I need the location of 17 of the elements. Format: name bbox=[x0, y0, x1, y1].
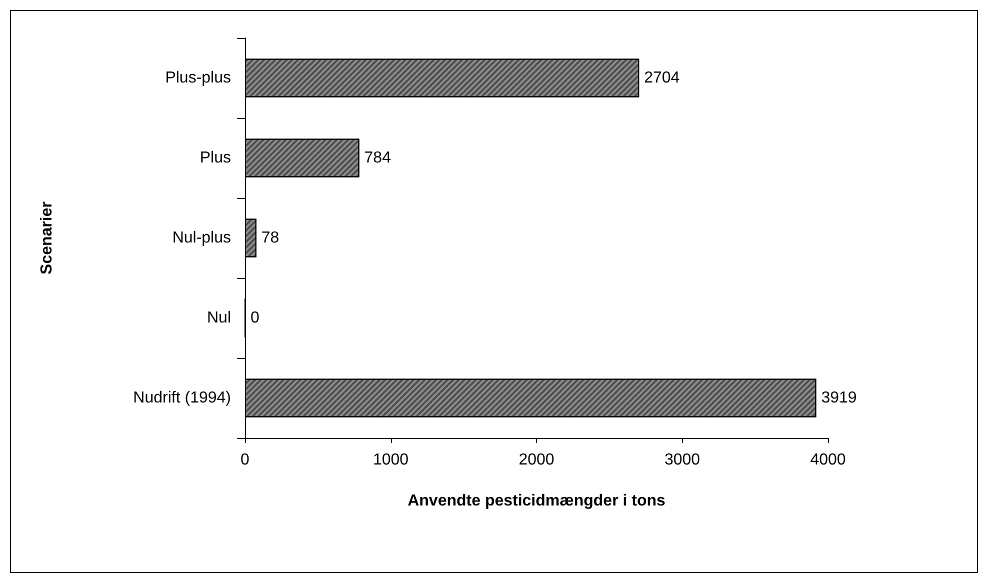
data-label: 2704 bbox=[644, 70, 680, 86]
y-tick-label: Plus bbox=[200, 150, 231, 166]
y-axis-title: Scenarier bbox=[38, 202, 56, 274]
y-tick-label: Nudrift (1994) bbox=[133, 390, 231, 406]
x-axis-title: Anvendte pesticidmængder i tons bbox=[408, 492, 666, 510]
y-tick-label: Nul bbox=[206, 310, 231, 326]
data-label: 3919 bbox=[821, 390, 857, 406]
x-tick-label: 2000 bbox=[518, 452, 554, 468]
data-label: 784 bbox=[364, 150, 392, 166]
y-tick-label: Plus-plus bbox=[165, 70, 231, 86]
data-label: 0 bbox=[250, 310, 260, 326]
data-label: 78 bbox=[261, 230, 280, 246]
x-tick-label: 0 bbox=[240, 452, 250, 468]
x-tick-label: 4000 bbox=[810, 452, 846, 468]
x-tick-label: 3000 bbox=[664, 452, 700, 468]
x-tick-label: 1000 bbox=[372, 452, 409, 468]
y-tick-label: Nul-plus bbox=[172, 230, 231, 246]
